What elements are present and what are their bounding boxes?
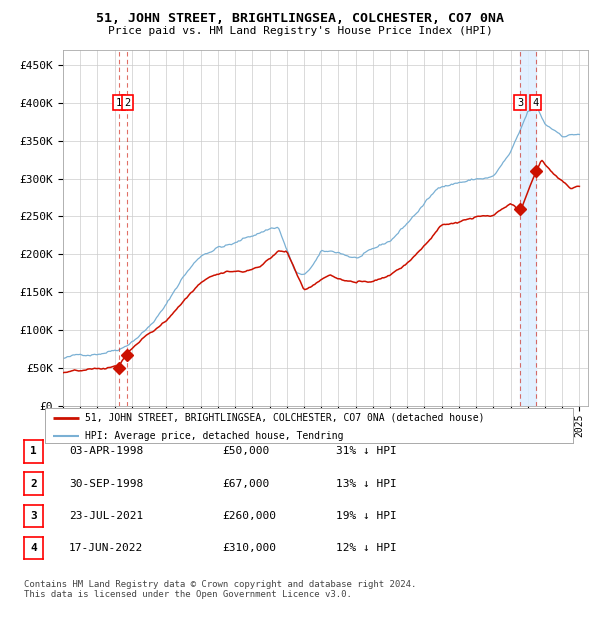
Text: 12% ↓ HPI: 12% ↓ HPI	[336, 543, 397, 553]
Text: Contains HM Land Registry data © Crown copyright and database right 2024.
This d: Contains HM Land Registry data © Crown c…	[24, 580, 416, 599]
Text: 30-SEP-1998: 30-SEP-1998	[69, 479, 143, 489]
Text: 51, JOHN STREET, BRIGHTLINGSEA, COLCHESTER, CO7 0NA: 51, JOHN STREET, BRIGHTLINGSEA, COLCHEST…	[96, 12, 504, 25]
Text: 13% ↓ HPI: 13% ↓ HPI	[336, 479, 397, 489]
Text: 3: 3	[517, 98, 523, 108]
Text: £310,000: £310,000	[222, 543, 276, 553]
Text: 3: 3	[30, 511, 37, 521]
Text: 23-JUL-2021: 23-JUL-2021	[69, 511, 143, 521]
Text: 4: 4	[533, 98, 539, 108]
Text: £67,000: £67,000	[222, 479, 269, 489]
Text: 2: 2	[30, 479, 37, 489]
Text: 51, JOHN STREET, BRIGHTLINGSEA, COLCHESTER, CO7 0NA (detached house): 51, JOHN STREET, BRIGHTLINGSEA, COLCHEST…	[85, 412, 484, 422]
Text: 17-JUN-2022: 17-JUN-2022	[69, 543, 143, 553]
Text: £260,000: £260,000	[222, 511, 276, 521]
Text: 31% ↓ HPI: 31% ↓ HPI	[336, 446, 397, 456]
Text: 1: 1	[30, 446, 37, 456]
Text: 19% ↓ HPI: 19% ↓ HPI	[336, 511, 397, 521]
Text: 1: 1	[116, 98, 122, 108]
Text: 03-APR-1998: 03-APR-1998	[69, 446, 143, 456]
Text: 4: 4	[30, 543, 37, 553]
Text: HPI: Average price, detached house, Tendring: HPI: Average price, detached house, Tend…	[85, 430, 343, 441]
Text: £50,000: £50,000	[222, 446, 269, 456]
Text: 2: 2	[124, 98, 131, 108]
Bar	[520, 50, 536, 406]
Text: Price paid vs. HM Land Registry's House Price Index (HPI): Price paid vs. HM Land Registry's House …	[107, 26, 493, 36]
